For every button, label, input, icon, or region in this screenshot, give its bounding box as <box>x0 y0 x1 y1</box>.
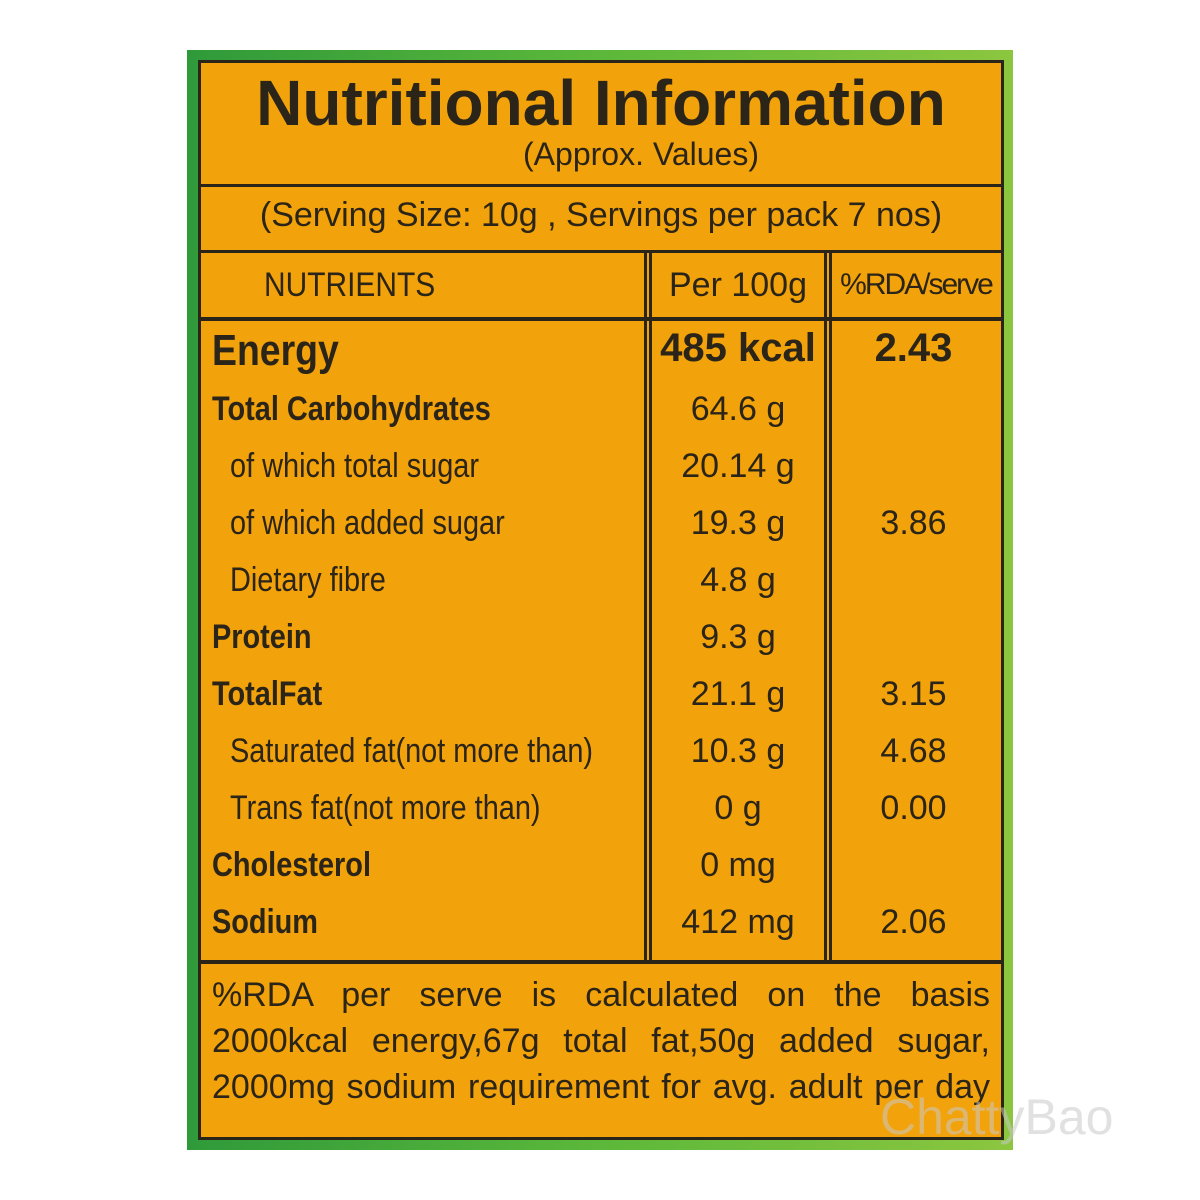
rda-value: 2.06 <box>880 903 947 941</box>
per-100g-value: 10.3 g <box>690 732 786 770</box>
per-100g-value: 9.3 g <box>700 618 776 656</box>
column-divider <box>824 252 827 962</box>
nutrient-name: Sodium <box>212 903 318 941</box>
per-100g-value: 0 g <box>714 789 762 827</box>
nutrient-name: Dietary fibre <box>230 561 386 599</box>
rda-value: 0.00 <box>880 789 947 827</box>
per-100g-value: 64.6 g <box>690 390 786 428</box>
watermark: ChattyBao <box>880 1089 1114 1145</box>
per-100g-value: 21.1 g <box>690 675 786 713</box>
column-divider <box>649 252 652 962</box>
column-divider <box>829 252 832 962</box>
per-100g-value: 4.8 g <box>700 561 776 599</box>
rda-value: 2.43 <box>874 326 953 370</box>
serving-info: (Serving Size: 10g , Servings per pack 7… <box>259 196 943 234</box>
column-divider <box>644 252 647 962</box>
nutrient-name: Saturated fat(not more than) <box>230 732 594 770</box>
rda-value: 4.68 <box>880 732 947 770</box>
nutrient-name: TotalFat <box>212 675 323 713</box>
per-100g-value: 19.3 g <box>690 504 786 542</box>
nutrient-name: Cholesterol <box>212 846 371 884</box>
per-100g-value: 20.14 g <box>681 447 795 485</box>
nutrient-name: Trans fat(not more than) <box>230 789 541 827</box>
footnote-line: 2000mg sodium requirement for avg. adult… <box>212 1068 990 1106</box>
column-header: NUTRIENTS <box>264 266 436 304</box>
rda-value: 3.15 <box>880 675 947 713</box>
nutrient-name: of which total sugar <box>230 447 479 485</box>
per-100g-value: 485 kcal <box>660 326 816 370</box>
column-header: Per 100g <box>669 266 807 304</box>
nutrient-name: of which added sugar <box>230 504 505 542</box>
divider <box>198 250 1004 253</box>
footnote-line: 2000kcal energy,67g total fat,50g added … <box>212 1022 990 1060</box>
per-100g-value: 412 mg <box>681 903 795 941</box>
nutrient-name: Total Carbohydrates <box>212 390 491 428</box>
subtitle: (Approx. Values) <box>523 136 759 172</box>
column-header: %RDA/serve <box>840 268 994 301</box>
rda-value: 3.86 <box>880 504 947 542</box>
divider <box>198 184 1004 187</box>
divider <box>198 960 1004 964</box>
title: Nutritional Information <box>256 67 946 139</box>
footnote-line: %RDA per serve is calculated on the basi… <box>212 976 990 1014</box>
divider <box>198 317 1004 321</box>
per-100g-value: 0 mg <box>700 846 776 884</box>
nutrient-name: Energy <box>212 326 339 375</box>
nutrient-name: Protein <box>212 618 312 656</box>
